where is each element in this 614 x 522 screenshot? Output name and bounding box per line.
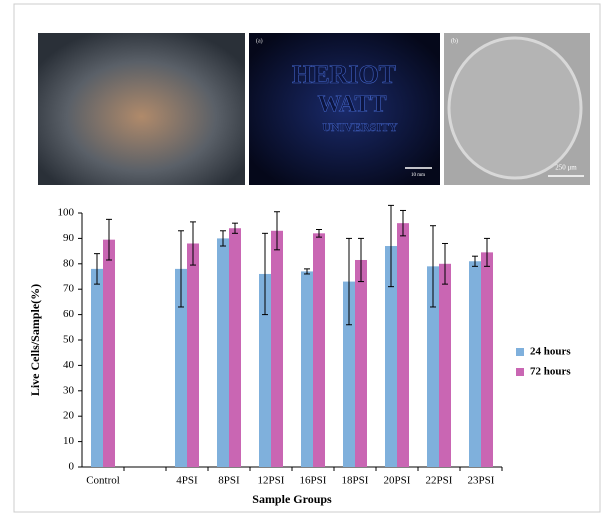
y-tick-label: 90	[63, 232, 75, 244]
bar	[397, 223, 409, 467]
y-tick-label: 30	[63, 384, 75, 396]
bar	[469, 261, 481, 467]
logo-text: HERIOT	[292, 60, 396, 89]
bar	[313, 233, 325, 467]
x-tick-label: 22PSI	[426, 475, 453, 487]
x-tick-label: 23PSI	[468, 475, 495, 487]
bar	[187, 243, 199, 467]
x-tick-label: Control	[86, 475, 120, 487]
y-tick-label: 20	[63, 410, 75, 422]
x-tick-label: 18PSI	[342, 475, 369, 487]
scale-label: 10 mm	[411, 173, 425, 178]
y-tick-label: 40	[63, 359, 75, 371]
scale-label: 250 μm	[555, 164, 577, 172]
x-axis-title: Sample Groups	[252, 492, 332, 506]
bar	[355, 260, 367, 467]
bar	[217, 238, 229, 467]
bar	[271, 231, 283, 467]
legend-swatch	[516, 348, 524, 356]
bar	[301, 271, 313, 467]
logo-text: WATT	[318, 92, 387, 118]
panel-label: (b)	[451, 37, 458, 44]
bar	[91, 269, 103, 467]
logo-text: UNIVERSITY	[322, 120, 398, 134]
y-tick-label: 0	[69, 461, 75, 473]
photo-array	[38, 33, 245, 185]
bar	[103, 240, 115, 467]
x-tick-label: 4PSI	[176, 475, 198, 487]
y-axis-title: Live Cells/Sample(%)	[28, 284, 42, 396]
droplet	[449, 38, 581, 178]
y-tick-label: 60	[63, 308, 75, 320]
bar	[439, 264, 451, 467]
y-tick-label: 10	[63, 435, 75, 447]
x-tick-label: 12PSI	[258, 475, 285, 487]
x-tick-label: 16PSI	[300, 475, 327, 487]
y-tick-label: 50	[63, 334, 75, 346]
y-tick-label: 70	[63, 283, 75, 295]
legend-label: 72 hours	[530, 366, 571, 378]
x-tick-label: 8PSI	[218, 475, 240, 487]
panel-label: (a)	[256, 37, 263, 44]
bar	[481, 252, 493, 467]
x-tick-label: 20PSI	[384, 475, 411, 487]
figure: (a) HERIOT WATT UNIVERSITY 10 mm (b) 250…	[0, 0, 614, 517]
legend-swatch	[516, 368, 524, 376]
y-tick-label: 80	[63, 257, 75, 269]
legend-label: 24 hours	[530, 346, 571, 358]
bar	[229, 228, 241, 467]
y-tick-label: 100	[58, 207, 75, 219]
